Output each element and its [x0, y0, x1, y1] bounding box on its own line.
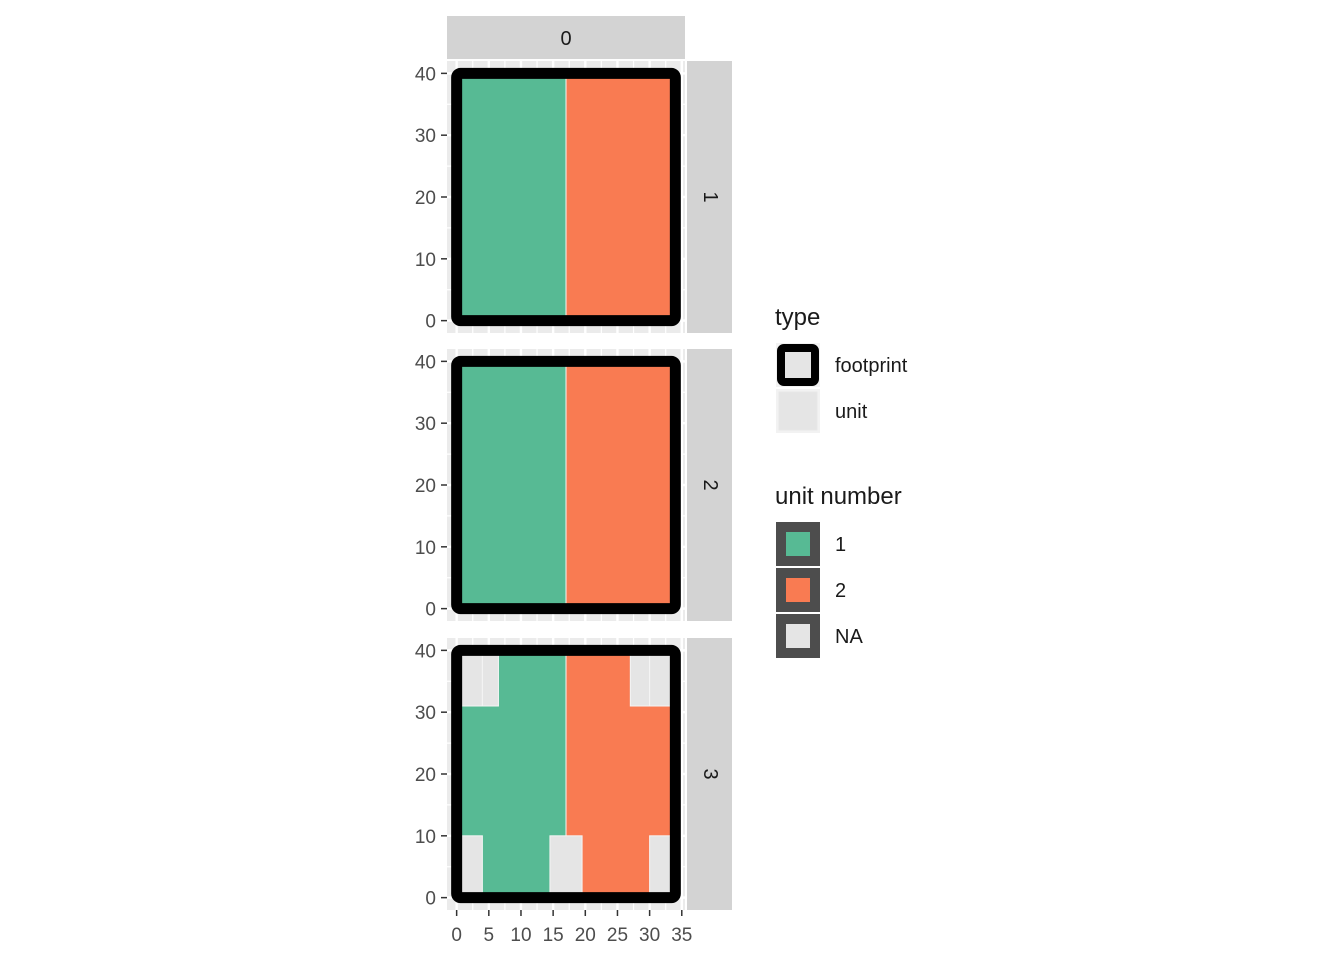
unit-tile-2-1 [565, 360, 676, 610]
legend-label: 1 [835, 534, 846, 556]
row-strip [687, 638, 732, 910]
unit-tile-na-7 [549, 835, 583, 899]
y-tick-label: 10 [415, 538, 436, 559]
y-tick-label: 40 [415, 641, 436, 662]
facet-panel-3: 0 10 20 30 40 3 [415, 638, 732, 910]
x-tick-label: 30 [639, 925, 660, 946]
footprint-outline [451, 67, 681, 327]
legend-label: NA [835, 626, 863, 648]
legend-key-footprint [777, 344, 819, 386]
y-tick-label: 30 [415, 126, 436, 147]
x-tick-label: 0 [451, 925, 462, 946]
x-tick-label: 35 [671, 925, 692, 946]
unit-tile-2-1 [565, 72, 676, 322]
legend-key-unit-2 [786, 578, 810, 602]
y-tick-label: 30 [415, 703, 436, 724]
y-tick-label: 40 [415, 64, 436, 85]
legend-unit-number: unit number 1 2 NA [775, 483, 902, 658]
legend-type: type footprint unit [775, 304, 908, 433]
facet-panel-2: 0 10 20 30 40 2 [415, 349, 732, 621]
legend-label: unit [835, 401, 868, 423]
legend-label: footprint [835, 355, 908, 377]
unit-tile-na-4 [629, 649, 651, 707]
legend-key-unit-na [786, 624, 810, 648]
y-tick-label: 20 [415, 476, 436, 497]
y-tick-label: 10 [415, 250, 436, 271]
legend-key-unit-1 [786, 532, 810, 556]
unit-tile-1-0 [456, 72, 567, 322]
x-tick-label: 25 [607, 925, 628, 946]
legend-title: unit number [775, 483, 902, 510]
y-tick-label: 0 [425, 600, 436, 621]
row-strip-label: 1 [699, 191, 721, 202]
y-tick-label: 0 [425, 889, 436, 910]
facet-panel-1: 0 10 20 30 40 1 [415, 61, 732, 333]
x-tick-label: 5 [484, 925, 495, 946]
legend-key-unit [778, 391, 818, 431]
x-tick-label: 20 [575, 925, 596, 946]
y-tick-label: 20 [415, 188, 436, 209]
row-strip-label: 3 [699, 768, 721, 779]
footprint-outline [451, 644, 681, 904]
column-strip [447, 16, 685, 59]
row-strip-label: 2 [699, 479, 721, 490]
column-strip-label: 0 [560, 28, 571, 50]
legend-label: 2 [835, 580, 846, 602]
y-tick-label: 20 [415, 765, 436, 786]
unit-tile-1-0 [456, 360, 567, 610]
y-tick-label: 0 [425, 312, 436, 333]
y-tick-label: 10 [415, 827, 436, 848]
legend-title: type [775, 304, 820, 331]
row-strip [687, 349, 732, 621]
row-strip [687, 61, 732, 333]
unit-tile-na-3 [481, 649, 499, 707]
footprint-outline [451, 355, 681, 615]
x-tick-label: 15 [543, 925, 564, 946]
y-tick-label: 40 [415, 352, 436, 373]
x-tick-label: 10 [510, 925, 531, 946]
y-tick-label: 30 [415, 414, 436, 435]
